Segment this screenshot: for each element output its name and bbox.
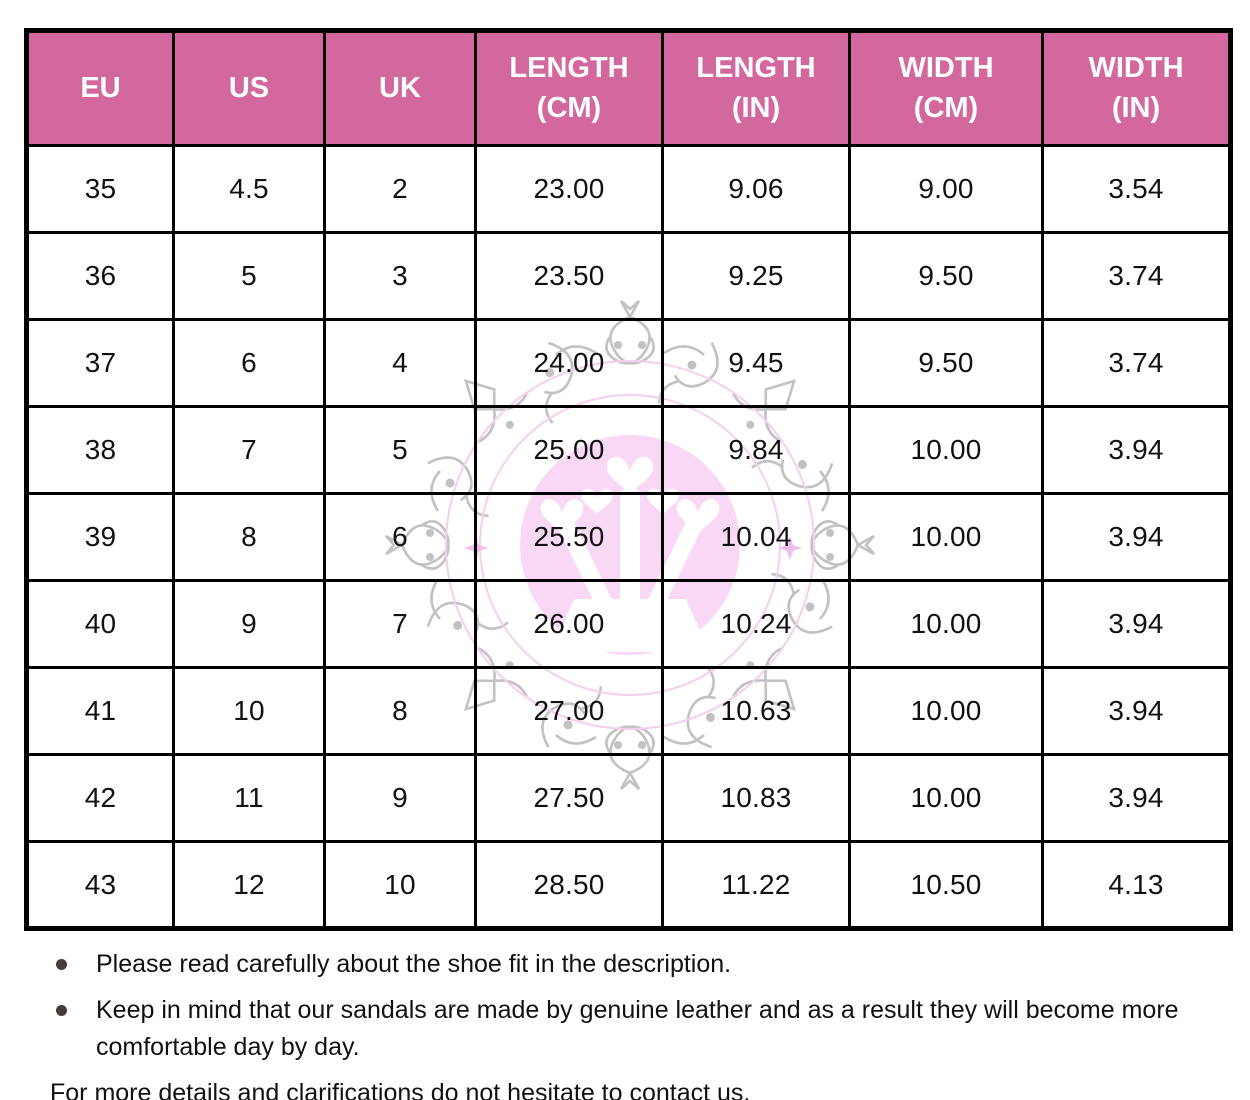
cell-width-in: 3.94 bbox=[1041, 753, 1232, 843]
cell-width-in: 3.94 bbox=[1041, 579, 1232, 669]
cell-width-cm: 10.00 bbox=[848, 492, 1044, 582]
cell-width-cm: 9.50 bbox=[848, 318, 1044, 408]
table-row: 36 5 3 23.50 9.25 9.50 3.74 bbox=[25, 231, 1232, 321]
cell-length-cm: 26.00 bbox=[474, 579, 664, 669]
cell-uk: 2 bbox=[323, 144, 477, 234]
cell-eu: 43 bbox=[25, 840, 175, 930]
cell-eu: 41 bbox=[25, 666, 175, 756]
table-row: 35 4.5 2 23.00 9.06 9.00 3.54 bbox=[25, 144, 1232, 234]
contact-note: For more details and clarifications do n… bbox=[50, 1079, 751, 1100]
cell-us: 12 bbox=[172, 840, 326, 930]
table-row: 37 6 4 24.00 9.45 9.50 3.74 bbox=[25, 318, 1232, 408]
cell-length-cm: 25.50 bbox=[474, 492, 664, 582]
cell-width-in: 3.54 bbox=[1041, 144, 1232, 234]
cell-length-in: 10.04 bbox=[661, 492, 851, 582]
cell-width-cm: 9.00 bbox=[848, 144, 1044, 234]
table-row: 42 11 9 27.50 10.83 10.00 3.94 bbox=[25, 753, 1232, 843]
cell-uk: 6 bbox=[323, 492, 477, 582]
cell-us: 9 bbox=[172, 579, 326, 669]
header-row: EU US UK LENGTH (CM) LENGTH (IN) WIDTH (… bbox=[25, 29, 1232, 147]
column-header-eu: EU bbox=[25, 29, 175, 147]
cell-eu: 35 bbox=[25, 144, 175, 234]
cell-width-cm: 10.00 bbox=[848, 579, 1044, 669]
column-header-width-cm: WIDTH (CM) bbox=[848, 29, 1044, 147]
cell-us: 11 bbox=[172, 753, 326, 843]
size-chart-table: EU US UK LENGTH (CM) LENGTH (IN) WIDTH (… bbox=[24, 28, 1233, 931]
cell-uk: 8 bbox=[323, 666, 477, 756]
cell-length-in: 11.22 bbox=[661, 840, 851, 930]
cell-eu: 37 bbox=[25, 318, 175, 408]
column-header-uk: UK bbox=[323, 29, 477, 147]
cell-uk: 9 bbox=[323, 753, 477, 843]
bullet-dot-icon bbox=[56, 1005, 67, 1016]
cell-length-in: 10.83 bbox=[661, 753, 851, 843]
cell-length-cm: 27.00 bbox=[474, 666, 664, 756]
cell-width-cm: 10.50 bbox=[848, 840, 1044, 930]
cell-eu: 40 bbox=[25, 579, 175, 669]
cell-uk: 7 bbox=[323, 579, 477, 669]
cell-width-in: 3.94 bbox=[1041, 492, 1232, 582]
table-row: 41 10 8 27.00 10.63 10.00 3.94 bbox=[25, 666, 1232, 756]
cell-width-in: 3.94 bbox=[1041, 405, 1232, 495]
note-item: Please read carefully about the shoe fit… bbox=[48, 946, 1218, 983]
cell-length-cm: 27.50 bbox=[474, 753, 664, 843]
cell-eu: 38 bbox=[25, 405, 175, 495]
cell-width-in: 3.94 bbox=[1041, 666, 1232, 756]
note-text: Please read carefully about the shoe fit… bbox=[96, 950, 732, 978]
cell-width-in: 3.74 bbox=[1041, 318, 1232, 408]
cell-uk: 4 bbox=[323, 318, 477, 408]
column-header-width-in: WIDTH (IN) bbox=[1041, 29, 1232, 147]
bullet-dot-icon bbox=[56, 959, 67, 970]
cell-width-cm: 10.00 bbox=[848, 405, 1044, 495]
cell-uk: 3 bbox=[323, 231, 477, 321]
cell-length-cm: 23.50 bbox=[474, 231, 664, 321]
note-text: Keep in mind that our sandals are made b… bbox=[96, 996, 1179, 1061]
cell-eu: 39 bbox=[25, 492, 175, 582]
table-row: 39 8 6 25.50 10.04 10.00 3.94 bbox=[25, 492, 1232, 582]
cell-us: 6 bbox=[172, 318, 326, 408]
cell-length-cm: 23.00 bbox=[474, 144, 664, 234]
cell-length-in: 9.06 bbox=[661, 144, 851, 234]
cell-us: 10 bbox=[172, 666, 326, 756]
cell-us: 7 bbox=[172, 405, 326, 495]
cell-us: 5 bbox=[172, 231, 326, 321]
cell-length-cm: 24.00 bbox=[474, 318, 664, 408]
table-row: 40 9 7 26.00 10.24 10.00 3.94 bbox=[25, 579, 1232, 669]
cell-length-cm: 28.50 bbox=[474, 840, 664, 930]
cell-us: 4.5 bbox=[172, 144, 326, 234]
cell-uk: 10 bbox=[323, 840, 477, 930]
table-row: 43 12 10 28.50 11.22 10.50 4.13 bbox=[25, 840, 1232, 930]
cell-eu: 36 bbox=[25, 231, 175, 321]
notes-section: Please read carefully about the shoe fit… bbox=[48, 946, 1218, 1100]
column-header-length-cm: LENGTH (CM) bbox=[474, 29, 664, 147]
cell-width-in: 3.74 bbox=[1041, 231, 1232, 321]
cell-width-cm: 10.00 bbox=[848, 753, 1044, 843]
column-header-us: US bbox=[172, 29, 326, 147]
column-header-length-in: LENGTH (IN) bbox=[661, 29, 851, 147]
note-item: Keep in mind that our sandals are made b… bbox=[48, 992, 1218, 1066]
cell-us: 8 bbox=[172, 492, 326, 582]
cell-eu: 42 bbox=[25, 753, 175, 843]
cell-length-in: 10.63 bbox=[661, 666, 851, 756]
cell-width-cm: 9.50 bbox=[848, 231, 1044, 321]
table-row: 38 7 5 25.00 9.84 10.00 3.94 bbox=[25, 405, 1232, 495]
cell-length-in: 10.24 bbox=[661, 579, 851, 669]
cell-width-cm: 10.00 bbox=[848, 666, 1044, 756]
cell-length-in: 9.45 bbox=[661, 318, 851, 408]
cell-length-in: 9.25 bbox=[661, 231, 851, 321]
cell-uk: 5 bbox=[323, 405, 477, 495]
cell-length-in: 9.84 bbox=[661, 405, 851, 495]
cell-width-in: 4.13 bbox=[1041, 840, 1232, 930]
cell-length-cm: 25.00 bbox=[474, 405, 664, 495]
